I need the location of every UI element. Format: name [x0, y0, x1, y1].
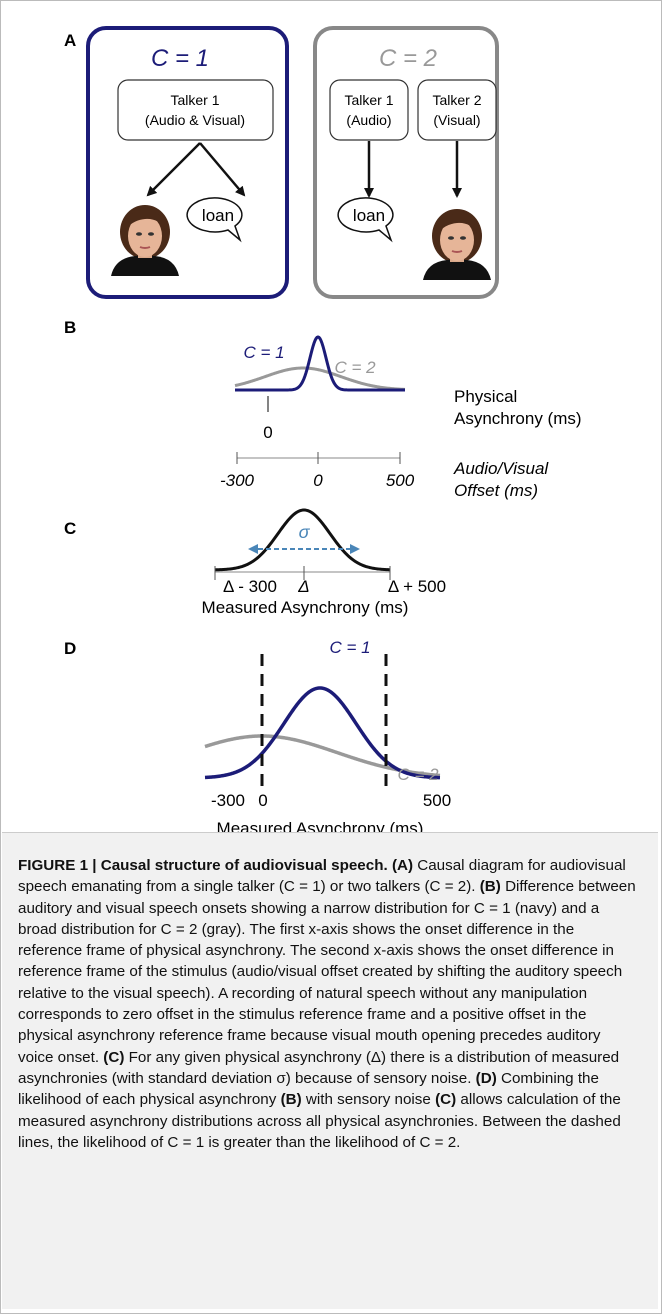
tick-label: 0 [313, 471, 323, 490]
c2-curve [235, 368, 405, 389]
talker-label: (Audio & Visual) [145, 112, 245, 128]
c1-title: C = 1 [151, 45, 209, 72]
bubble-text: loan [353, 206, 385, 225]
panel-label: A [64, 31, 76, 50]
c2-label: C = 2 [334, 358, 376, 377]
panel-ref: (B) [480, 878, 501, 895]
page: { "panel_a": { "label": "A", "c1_title":… [0, 0, 662, 1314]
panel-ref: (C) [435, 1091, 456, 1108]
c1-label: C = 1 [243, 343, 284, 362]
panel-ref: (A) [392, 857, 413, 874]
axis-title: Offset (ms) [454, 481, 538, 500]
talker-label: Talker 2 [432, 92, 481, 108]
tick-label: Δ [297, 577, 309, 596]
tick-label: -300 [211, 791, 245, 810]
tick-label: -300 [220, 471, 255, 490]
panel-label: C [64, 519, 76, 538]
axis-title: Measured Asynchrony (ms) [217, 819, 424, 832]
talker-label: Talker 1 [344, 92, 393, 108]
caption-text: Difference between auditory and visual s… [18, 878, 636, 1065]
axis-title: Measured Asynchrony (ms) [202, 598, 409, 617]
talker-label: (Visual) [433, 112, 480, 128]
tick-label: 500 [386, 471, 415, 490]
c1-label: C = 1 [329, 638, 370, 657]
talker-label: Talker 1 [170, 92, 219, 108]
tick-label: Δ + 500 [388, 577, 446, 596]
talker-box [330, 80, 408, 140]
panel-label: D [64, 639, 76, 658]
talker-label: (Audio) [346, 112, 391, 128]
talker-box [118, 80, 273, 140]
axis-title: Asynchrony (ms) [454, 409, 582, 428]
axis-title: Physical [454, 387, 517, 406]
panel-label: B [64, 318, 76, 337]
axis-title: Audio/Visual [453, 459, 549, 478]
caption-title: FIGURE 1 | Causal structure of audiovisu… [18, 857, 388, 874]
talker-box [418, 80, 496, 140]
sigma-label: σ [299, 522, 311, 542]
tick-label: 0 [258, 791, 267, 810]
caption-text: with sensory noise [306, 1091, 431, 1108]
c2-label: C = 2 [397, 765, 439, 784]
tick-label: 0 [263, 423, 272, 442]
figure: A C = 1 Talker 1 (Audio & Visual) loan C… [0, 0, 662, 832]
caption: FIGURE 1 | Causal structure of audiovisu… [2, 832, 658, 1309]
panel-ref: (C) [103, 1049, 124, 1066]
tick-label: Δ - 300 [223, 577, 277, 596]
panel-ref: (B) [281, 1091, 302, 1108]
panel-ref: (D) [476, 1070, 497, 1087]
bubble-text: loan [202, 206, 234, 225]
c2-title: C = 2 [379, 45, 437, 72]
tick-label: 500 [423, 791, 451, 810]
